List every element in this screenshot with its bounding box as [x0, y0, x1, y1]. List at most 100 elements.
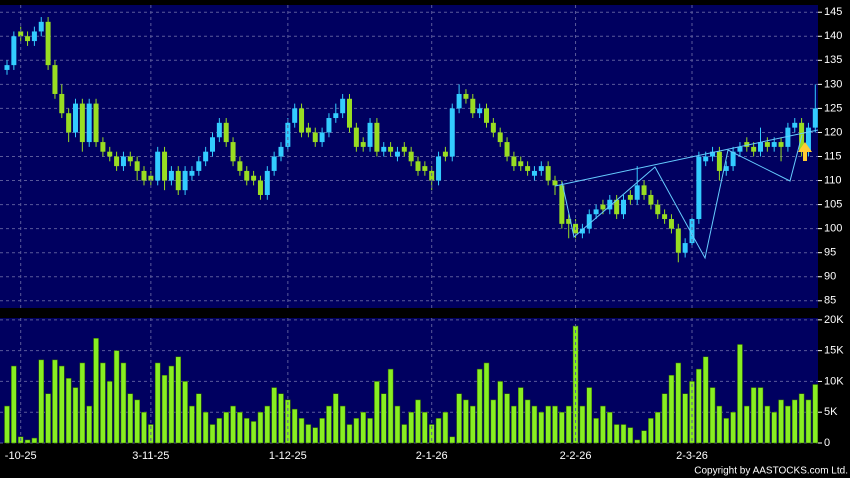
volume-bar [497, 381, 503, 444]
candle-body [675, 228, 681, 253]
candle-body [114, 156, 120, 167]
volume-bar [552, 405, 558, 444]
volume-bar [744, 405, 750, 444]
candle-body [264, 170, 270, 195]
volume-bar [415, 399, 421, 444]
x-tick-label: 2-1-26 [416, 450, 448, 462]
candle-body [73, 103, 78, 133]
candle-body [792, 122, 798, 128]
plot: 85 90 95 100 105 110 115 120 125 130 135 140 145 0 5K 1… [0, 5, 844, 462]
volume-bar [435, 418, 442, 444]
candle-body [614, 199, 620, 215]
volume-bar [757, 387, 764, 444]
volume-bar [175, 356, 181, 444]
y-tick-label: 20K [824, 314, 844, 326]
candle-body [168, 170, 174, 181]
candle-body [100, 142, 106, 152]
candle-body [107, 151, 113, 157]
y-tick-label: 5K [824, 406, 838, 418]
volume-bar [641, 430, 647, 444]
volume-bar [202, 411, 209, 444]
volume-bar [182, 381, 188, 444]
candle-body [696, 156, 702, 220]
candle-body [326, 118, 332, 133]
volume-bar [189, 405, 195, 444]
volume-bar [257, 411, 264, 444]
volume-bar [634, 439, 640, 444]
volume-bar [209, 424, 216, 444]
y-tick-label: 85 [824, 295, 836, 307]
volume-bar [524, 399, 531, 444]
y-tick-label: 135 [824, 54, 842, 66]
candle-body [360, 142, 366, 147]
volume-bar [737, 344, 743, 444]
neckline [554, 129, 819, 187]
candle-body [662, 214, 668, 220]
candle-body [141, 170, 147, 181]
volume-bar [792, 399, 798, 444]
candle-body [689, 219, 695, 244]
volume-bar [24, 439, 31, 444]
volume-bar [353, 418, 360, 444]
candle-body [394, 151, 400, 157]
volume-bar [161, 375, 168, 444]
volume-bar [374, 381, 380, 444]
volume-bar [31, 437, 38, 444]
candle-body [723, 166, 729, 171]
footer: Copyright by AASTOCKS.com Ltd. [694, 466, 848, 477]
volume-bar [113, 350, 120, 444]
volume-bar [778, 399, 784, 444]
volume-bar [648, 418, 654, 444]
candle-body [66, 113, 72, 133]
candle-body [86, 103, 92, 143]
candle-body [552, 180, 558, 186]
volume-bar [709, 387, 716, 444]
candle-body [127, 156, 133, 162]
y-tick-label: 140 [824, 30, 842, 42]
candle-body [593, 209, 599, 215]
y-tick-label: 0 [824, 437, 830, 449]
volume-bar [264, 405, 271, 444]
candle-body [4, 65, 10, 70]
candle-body [333, 113, 339, 119]
candle-body [668, 219, 674, 229]
candle-body [518, 161, 524, 167]
volume-bar [11, 365, 17, 444]
volume-bar [518, 387, 524, 444]
arrow [798, 142, 812, 161]
candle-body [223, 122, 229, 143]
candle-body [744, 142, 750, 147]
candle-body [162, 151, 168, 181]
candle-body [415, 161, 421, 171]
volume-bar [154, 362, 161, 444]
x-tick-label: -10-25 [5, 450, 37, 462]
candle-body [566, 219, 572, 224]
candle-body [244, 170, 250, 181]
volume-bar [668, 375, 675, 444]
x-tick-label: 3-11-25 [132, 450, 169, 462]
volume-bar [237, 411, 243, 444]
volume-bar [716, 405, 723, 444]
candle-body [545, 166, 551, 181]
volume-bar [565, 405, 572, 444]
candle-body [737, 146, 743, 152]
candle-body [579, 228, 585, 234]
candle-body [525, 166, 531, 171]
volume-bar [387, 368, 394, 444]
volume-bar [805, 399, 812, 444]
volume-bar [442, 411, 449, 444]
volume-bar [456, 393, 462, 444]
candle-body [511, 156, 517, 167]
volume-bar [346, 424, 353, 444]
volume-bar [655, 411, 661, 444]
volume-bar [723, 418, 729, 444]
volume-bar [798, 393, 805, 444]
volume-bar [52, 359, 58, 444]
y-tick-label: 100 [824, 223, 842, 235]
volume-bar [271, 387, 277, 444]
candle-body [38, 21, 44, 32]
candle-body [758, 142, 763, 152]
volume-bar [244, 418, 250, 444]
candle-body [805, 127, 811, 152]
candle-body [45, 21, 51, 66]
